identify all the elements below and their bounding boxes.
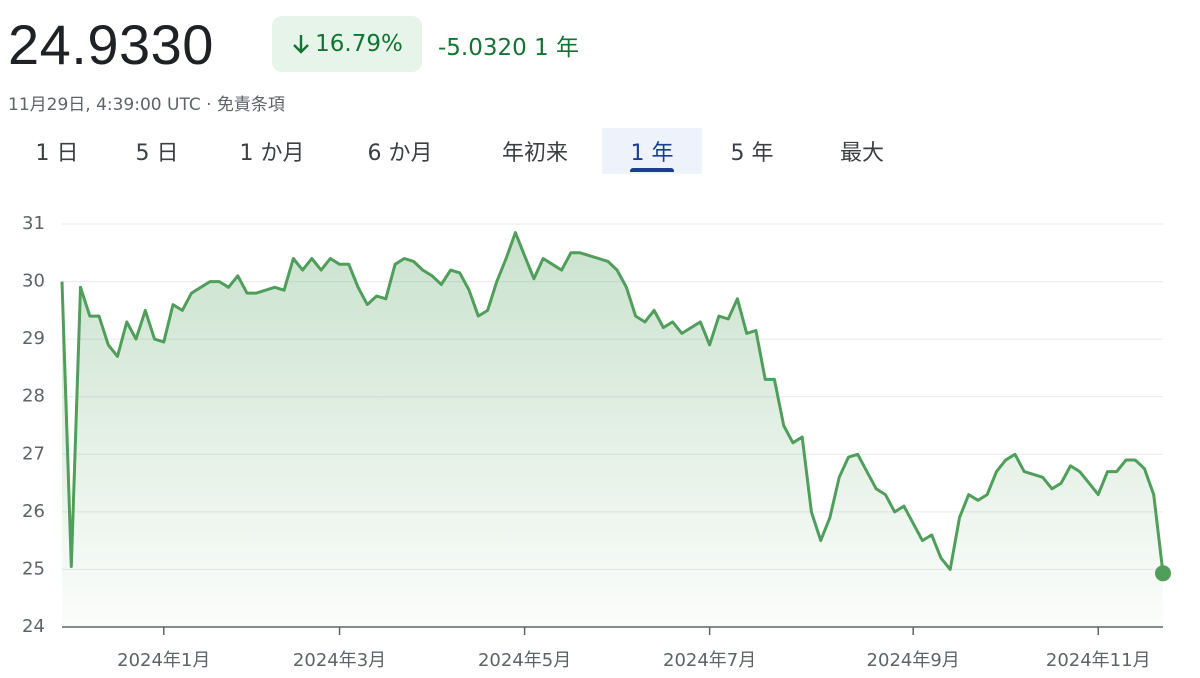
y-tick-label: 31 bbox=[22, 213, 45, 234]
x-tick-label: 2024年5月 bbox=[478, 650, 571, 671]
y-tick-label: 26 bbox=[22, 501, 45, 522]
last-point bbox=[1155, 565, 1171, 582]
price: 24.9330 bbox=[8, 13, 214, 76]
range-tab[interactable]: 5 日 bbox=[135, 141, 179, 166]
change: -5.0320 1 年 bbox=[438, 28, 579, 62]
range-tab[interactable]: 最大 bbox=[839, 141, 884, 166]
x-tick-label: 2024年7月 bbox=[663, 650, 756, 671]
x-tick-label: 2024年1月 bbox=[117, 650, 210, 671]
timestamp: 11月29日, 4:39:00 UTC · 免責条項 bbox=[8, 95, 285, 115]
range-tab[interactable]: 1 年 bbox=[602, 128, 702, 174]
y-tick-label: 30 bbox=[22, 271, 45, 292]
range-tab[interactable]: 年初来 bbox=[501, 141, 568, 166]
x-tick-label: 2024年3月 bbox=[293, 650, 386, 671]
range-tab[interactable]: 1 か月 bbox=[239, 141, 305, 166]
y-tick-label: 24 bbox=[22, 616, 45, 637]
y-tick-label: 27 bbox=[22, 443, 45, 464]
y-tick-label: 28 bbox=[22, 386, 45, 407]
range-tab[interactable]: 5 年 bbox=[730, 141, 774, 166]
change-badge: 16.79% bbox=[272, 16, 422, 72]
price-line bbox=[60, 231, 1165, 574]
range-tab[interactable]: 6 か月 bbox=[367, 141, 433, 166]
change-value: -5.0320 bbox=[438, 35, 527, 61]
range-tab[interactable]: 1 日 bbox=[35, 141, 79, 166]
x-tick-label: 2024年9月 bbox=[867, 650, 960, 671]
y-tick-label: 25 bbox=[22, 558, 45, 579]
x-tick-label: 2024年11月 bbox=[1046, 650, 1151, 671]
change-percent: 16.79% bbox=[315, 31, 403, 57]
y-tick-label: 29 bbox=[22, 328, 45, 349]
area bbox=[62, 232, 1163, 627]
down-arrow bbox=[293, 35, 309, 54]
period: 1 年 bbox=[534, 35, 580, 61]
